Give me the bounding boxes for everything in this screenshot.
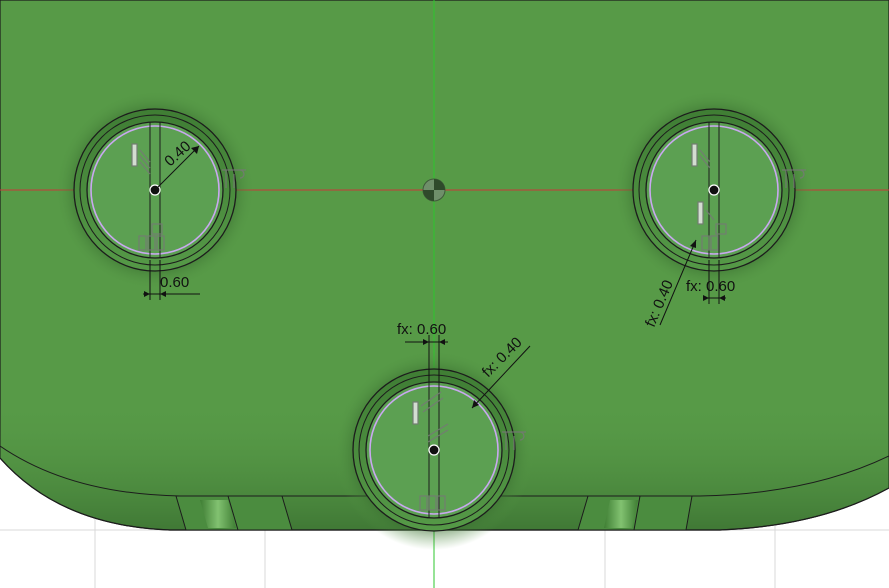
tangent-constraint-icon	[222, 169, 246, 188]
origin-icon[interactable]	[422, 178, 446, 202]
right-width-dimension[interactable]: fx: 0.60	[686, 260, 735, 304]
left-width-dimension[interactable]: 0.60	[143, 260, 200, 300]
coincident-constraint-icon	[701, 223, 727, 251]
bottom-width-dimension[interactable]: fx: 0.60	[397, 321, 448, 382]
left-width-label: 0.60	[160, 274, 189, 291]
vertical-constraint-icon	[131, 143, 151, 175]
coincident-constraint-icon	[138, 223, 165, 251]
vertical-constraint-icon	[412, 391, 449, 443]
tangent-constraint-icon	[782, 169, 806, 188]
sketch-circle-right[interactable]	[649, 125, 779, 255]
hole-right[interactable]	[614, 90, 814, 290]
sketch-circle-bottom[interactable]	[369, 385, 499, 515]
bottom-width-label: fx: 0.60	[397, 321, 446, 338]
sketch-circle-left[interactable]	[90, 125, 220, 255]
tangent-constraint-icon	[502, 431, 526, 450]
right-width-label: fx: 0.60	[686, 278, 735, 295]
coincident-constraint-icon	[419, 495, 446, 511]
left-slot	[175, 495, 293, 531]
right-slot	[577, 495, 693, 531]
vertical-constraint-icon	[691, 143, 715, 225]
hole-bottom[interactable]	[334, 350, 534, 550]
